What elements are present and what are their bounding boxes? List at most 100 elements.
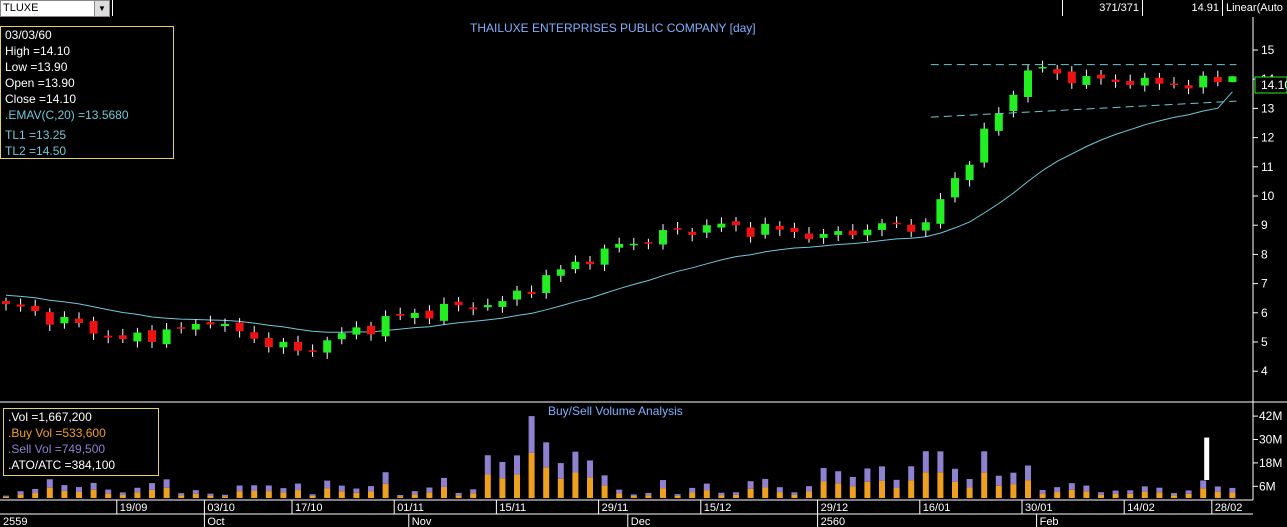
sell-volume-segment	[981, 451, 988, 473]
candle-body	[177, 327, 186, 329]
buy-volume-segment	[324, 488, 331, 498]
candle-body	[556, 269, 565, 276]
buy-volume-segment	[76, 491, 82, 498]
candle-body	[907, 224, 916, 232]
candle-body	[498, 301, 507, 307]
sell-volume-segment	[397, 494, 404, 497]
candle	[688, 227, 697, 242]
buy-volume-segment	[514, 474, 520, 498]
symbol-select[interactable]: TLUXE ▼	[0, 0, 110, 17]
buy-volume-segment	[1141, 491, 1148, 498]
candle	[921, 218, 930, 237]
candle-body	[1126, 81, 1135, 86]
volume-bar	[733, 492, 739, 498]
candle	[1097, 69, 1105, 85]
sell-volume-segment	[280, 488, 287, 493]
candle	[89, 316, 98, 340]
candle	[863, 224, 872, 242]
candle-body	[790, 227, 799, 233]
volume-bar	[557, 463, 564, 498]
vol-y-tick-label: 30M	[1259, 433, 1282, 447]
candle-body	[469, 307, 478, 310]
sell-volume-segment	[674, 494, 681, 496]
candle	[615, 237, 624, 253]
candle	[746, 222, 755, 243]
info-ema: .EMAV(C,20) =13.5680	[5, 108, 129, 122]
sell-volume-segment	[703, 483, 710, 491]
candle	[892, 216, 901, 229]
scale-mode[interactable]: Linear(Auto	[1222, 0, 1287, 16]
volume-bar	[689, 487, 696, 498]
candle-body	[951, 178, 959, 198]
buy-volume-segment	[893, 488, 900, 498]
volume-bar	[762, 478, 769, 498]
sell-volume-segment	[995, 475, 1002, 486]
info-low: Low =13.90	[5, 60, 68, 74]
info-date: 03/03/60	[5, 28, 52, 42]
candle-body	[294, 341, 302, 351]
candle-body	[425, 310, 434, 319]
sell-volume-segment	[178, 493, 185, 496]
candle-body	[1067, 71, 1076, 84]
buy-volume-segment	[952, 481, 958, 498]
candle	[469, 302, 478, 316]
candle-body	[746, 227, 755, 237]
sell-volume-segment	[718, 492, 725, 496]
sell-volume-segment	[499, 461, 506, 479]
sell-volume-segment	[1083, 485, 1090, 492]
volume-bar	[1039, 489, 1046, 498]
volume-bar	[1054, 487, 1061, 498]
last-price-marker: 14.10	[1254, 76, 1287, 94]
sell-volume-segment	[1039, 489, 1046, 494]
sell-volume-segment	[820, 467, 827, 482]
candle	[279, 337, 288, 354]
volume-bar	[1200, 480, 1207, 498]
buy-volume-segment	[703, 490, 710, 498]
candle-body	[118, 335, 127, 340]
sell-volume-segment	[134, 487, 141, 493]
sell-volume-segment	[1112, 490, 1119, 494]
x-tick-label: 16/01	[923, 502, 951, 514]
candle	[936, 192, 945, 229]
candle	[264, 332, 273, 353]
candle	[659, 224, 667, 250]
volume-bar	[1025, 465, 1031, 498]
sell-volume-segment	[864, 468, 871, 482]
candle	[1228, 76, 1237, 83]
buy-volume-segment	[660, 488, 666, 498]
candle-body	[410, 312, 419, 318]
candle-body	[1024, 70, 1032, 98]
candle-body	[381, 316, 390, 337]
buy-volume-segment	[353, 492, 360, 498]
period-tick-label: 2559	[3, 516, 27, 527]
sell-volume-segment	[46, 479, 53, 488]
chevron-down-icon[interactable]: ▼	[94, 1, 109, 16]
candle	[1082, 69, 1091, 89]
candle	[542, 269, 551, 299]
sell-volume-segment	[1229, 487, 1236, 493]
candle-body	[834, 231, 843, 235]
x-tick-label: 28/02	[1215, 502, 1243, 514]
sell-volume-segment	[543, 442, 550, 468]
volume-bar	[718, 492, 725, 498]
info-atc: .ATO/ATC =384,100	[8, 458, 116, 472]
candle-body	[89, 321, 98, 334]
y-tick-label: 13	[1261, 101, 1275, 115]
sell-volume-segment	[1141, 486, 1148, 492]
candle	[673, 221, 682, 235]
y-tick-label: 8	[1261, 247, 1268, 261]
sell-volume-segment	[3, 495, 9, 497]
volume-bar	[90, 482, 97, 498]
buy-volume-segment	[1068, 489, 1075, 498]
volume-bar	[426, 487, 433, 498]
candle	[1170, 77, 1178, 89]
candle	[732, 217, 740, 232]
volume-bar	[849, 476, 856, 498]
candle-body	[629, 243, 638, 246]
candle	[235, 318, 244, 338]
candle-body	[717, 223, 726, 228]
sell-volume-segment	[835, 471, 842, 484]
buy-volume-segment	[645, 495, 652, 498]
candle	[1213, 70, 1222, 87]
